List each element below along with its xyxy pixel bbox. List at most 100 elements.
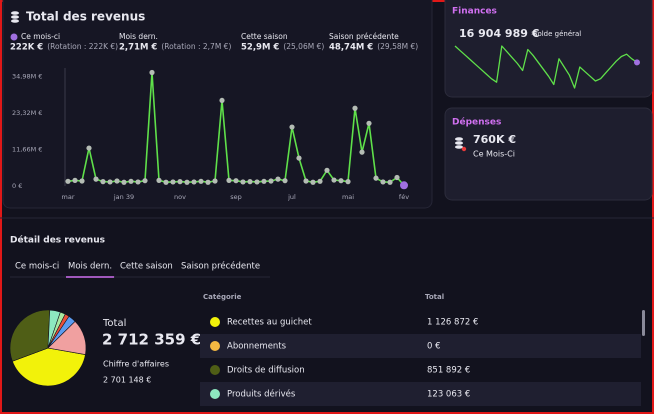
category-dot bbox=[210, 389, 220, 399]
point bbox=[373, 175, 379, 181]
category-total: 851 892 € bbox=[427, 366, 470, 376]
point bbox=[394, 174, 400, 181]
point bbox=[387, 179, 393, 185]
point bbox=[296, 155, 302, 161]
point bbox=[100, 179, 106, 185]
turnover-value: 2 701 148 € bbox=[103, 376, 151, 385]
point bbox=[275, 176, 281, 182]
y-tick-label: 34,98M € bbox=[12, 72, 42, 80]
x-tick-label: nov bbox=[174, 193, 186, 201]
turnover-label: Chiffre d'affaires bbox=[103, 360, 169, 369]
point bbox=[142, 178, 148, 184]
point bbox=[338, 178, 344, 184]
stat-detail: (Rotation : 2,7M €) bbox=[161, 42, 231, 51]
point bbox=[345, 179, 351, 185]
point bbox=[303, 178, 309, 184]
tab[interactable]: Mois dern. bbox=[68, 262, 112, 272]
total-value: 2 712 359 € bbox=[102, 331, 201, 349]
x-tick-label: fév bbox=[399, 193, 409, 201]
point bbox=[324, 167, 330, 173]
x-tick-label: sep bbox=[230, 193, 242, 201]
stat-label: Saison précédente bbox=[329, 32, 399, 41]
expense-icon bbox=[455, 137, 467, 152]
tab[interactable]: Ce mois-ci bbox=[15, 262, 59, 272]
category-name[interactable]: Droits de diffusion bbox=[227, 366, 305, 376]
total-label: Total bbox=[102, 318, 126, 329]
category-name[interactable]: Recettes au guichet bbox=[227, 318, 312, 328]
stat-label: Cette saison bbox=[241, 32, 288, 41]
point bbox=[177, 179, 183, 185]
point bbox=[170, 179, 176, 185]
table-row-bg bbox=[200, 382, 641, 406]
category-total: 0 € bbox=[427, 342, 441, 352]
point bbox=[79, 178, 85, 184]
table-header: Catégorie bbox=[203, 293, 242, 301]
expenses-card[interactable] bbox=[444, 107, 653, 201]
stat-detail: (29,58M €) bbox=[377, 42, 418, 51]
panel-title: Total des revenus bbox=[26, 10, 145, 24]
y-tick-label: 11,66M € bbox=[12, 145, 42, 153]
tab[interactable]: Saison précédente bbox=[181, 261, 260, 272]
point bbox=[352, 105, 358, 111]
finances-card[interactable] bbox=[444, 0, 653, 98]
balance: 16 904 989 € bbox=[459, 27, 539, 40]
expense-amount: 760K € bbox=[473, 133, 516, 146]
category-total: 123 063 € bbox=[427, 390, 470, 400]
card-title: Finances bbox=[452, 7, 497, 17]
x-tick-label: jul bbox=[287, 193, 296, 201]
table-row-bg bbox=[200, 334, 641, 358]
point bbox=[219, 97, 225, 104]
x-tick-label: mar bbox=[62, 193, 75, 201]
point bbox=[149, 69, 155, 76]
coin-icon bbox=[11, 11, 19, 23]
category-total: 1 126 872 € bbox=[427, 318, 478, 328]
point bbox=[212, 178, 218, 184]
category-name[interactable]: Produits dérivés bbox=[227, 389, 296, 400]
point bbox=[240, 179, 246, 185]
point bbox=[268, 178, 274, 184]
category-dot bbox=[210, 317, 220, 327]
revenue-panel bbox=[2, 0, 433, 209]
point bbox=[65, 178, 71, 184]
point bbox=[331, 177, 337, 183]
pie-slice bbox=[47, 320, 87, 355]
point bbox=[310, 179, 316, 185]
pie-slice bbox=[11, 347, 86, 387]
stat-detail: (25,06M €) bbox=[283, 42, 324, 51]
point bbox=[72, 177, 78, 183]
balance-label: Solde général bbox=[533, 30, 581, 38]
stat-value: 48,74M € bbox=[329, 43, 373, 53]
x-tick-label: jan 39 bbox=[113, 193, 134, 201]
category-name[interactable]: Abonnements bbox=[227, 342, 287, 352]
point bbox=[121, 179, 127, 185]
point bbox=[184, 179, 190, 185]
stat-label: Mois dern. bbox=[119, 32, 158, 41]
point bbox=[128, 178, 134, 184]
stat-label: Ce mois-ci bbox=[21, 32, 60, 41]
stat-detail: (Rotation : 222K €) bbox=[47, 42, 118, 51]
point bbox=[261, 178, 267, 184]
stat-value: 2,71M € bbox=[119, 43, 157, 53]
category-dot bbox=[210, 365, 220, 375]
section-title: Détail des revenus bbox=[10, 235, 105, 246]
card-title: Dépenses bbox=[452, 117, 501, 128]
highlight-point bbox=[634, 59, 640, 66]
highlight-point bbox=[400, 181, 408, 190]
table-header: Total bbox=[425, 293, 444, 301]
point bbox=[247, 179, 253, 185]
point bbox=[233, 178, 239, 184]
point bbox=[93, 176, 99, 182]
point bbox=[107, 179, 113, 185]
scrollbar[interactable] bbox=[642, 310, 645, 336]
point bbox=[317, 178, 323, 184]
stat-value: 52,9M € bbox=[241, 43, 279, 53]
line bbox=[454, 45, 638, 89]
stat-value: 222K € bbox=[10, 43, 43, 53]
point bbox=[282, 178, 288, 184]
expense-period: Ce Mois-Ci bbox=[473, 150, 515, 159]
x-tick-label: mai bbox=[342, 193, 354, 201]
point bbox=[191, 179, 197, 185]
tab[interactable]: Cette saison bbox=[120, 262, 173, 272]
